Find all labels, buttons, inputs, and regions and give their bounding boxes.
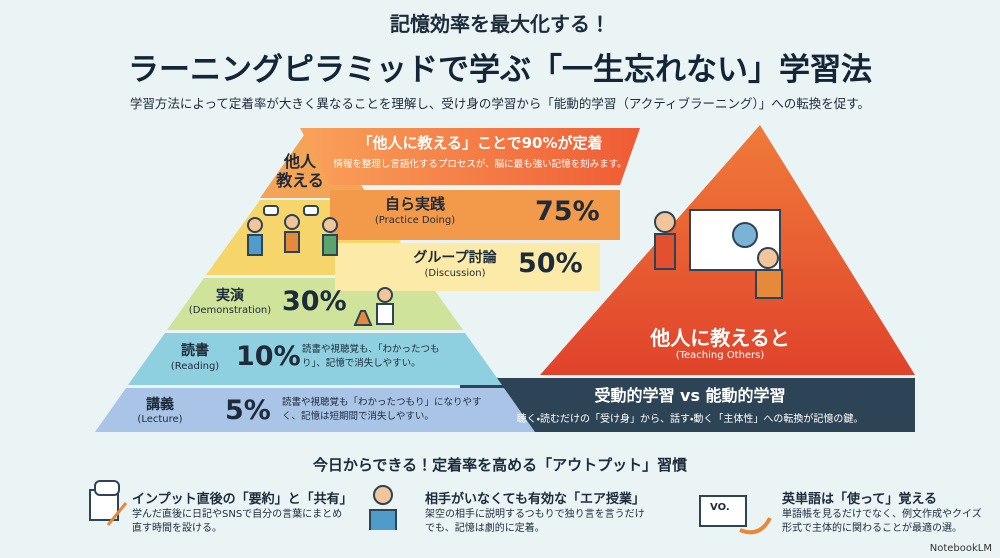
habit-title: 相手がいなくても有効な「エア授業」 bbox=[425, 492, 645, 507]
habit-detail: 架空の相手に説明するつもりで独り言を言うだけでも、記憶は劇的に定着。 bbox=[425, 509, 645, 534]
level-rate: 5% bbox=[225, 395, 271, 426]
discussion-banner bbox=[335, 243, 600, 291]
level-band bbox=[128, 333, 502, 385]
level-note: 読書や視聴覚も、「わかったつもり」、記憶で消失しやすい。 bbox=[302, 344, 440, 369]
habit-detail: 単語帳を見るだけでなく、例文作成やクイズ形式で主体的に関わることが最適の選。 bbox=[782, 509, 982, 534]
teaching-illustration bbox=[654, 209, 783, 299]
level-rate: 75% bbox=[535, 196, 600, 227]
demo-illustration bbox=[353, 287, 394, 326]
habit-title: 英単語は「使って」覚える bbox=[782, 492, 937, 507]
top-banner bbox=[300, 128, 640, 185]
level-english: (Lecture) bbox=[137, 414, 183, 425]
habits-title: 今日からできる！定着率を高める「アウトプット」習慣 bbox=[312, 456, 688, 474]
level-name: グループ討論 bbox=[413, 250, 497, 266]
level-english: (Discussion) bbox=[424, 268, 486, 279]
brand: NotebookLM bbox=[929, 543, 992, 554]
contrast-band bbox=[460, 378, 915, 432]
contrast-title: 受動的学習 vs 能動的学習 bbox=[594, 386, 786, 405]
level-name: 自ら実践 bbox=[384, 195, 445, 213]
contrast-detail: 聴く・読むだけの「受け身」から、話す・動く「主体性」への転換が記憶の鍵。 bbox=[516, 414, 864, 425]
practice-banner bbox=[330, 190, 620, 240]
group-illustration bbox=[247, 205, 338, 256]
card-label: VO. bbox=[710, 502, 730, 513]
level-english: (Practice Doing) bbox=[374, 215, 456, 226]
level-note: 読書や視聴覚も「わかったつもり」になりやすく、記憶は短期間で消失しやすい。 bbox=[282, 397, 482, 422]
habit-icons bbox=[89, 480, 772, 535]
description: 学習方法によって定着率が大きく異なることを理解し、受け身の学習から「能動的学習（… bbox=[129, 96, 871, 111]
level-rate: 30% bbox=[282, 286, 347, 317]
level-name: 講義 bbox=[146, 397, 174, 413]
kicker: 記憶効率を最大化する！ bbox=[390, 12, 610, 36]
habit-detail: 学んだ直後に日記やSNSで自分の言葉にまとめ直す時間を設ける。 bbox=[132, 509, 343, 534]
level-rate: 50% bbox=[518, 248, 583, 279]
level-english: (Reading) bbox=[170, 361, 220, 372]
level-band bbox=[95, 388, 535, 432]
level-name: 実演 bbox=[216, 288, 244, 304]
top-detail: 情報を整理し言語化するプロセスが、脳に最も強い記憶を刻みます。 bbox=[333, 159, 627, 170]
level-name: 読書 bbox=[181, 343, 209, 359]
level-english: (Demonstration) bbox=[188, 305, 272, 316]
title: ラーニングピラミッドで学ぶ「一生忘れない」学習法 bbox=[128, 52, 872, 88]
habit-title: インプット直後の「要約」と「共有」 bbox=[132, 492, 353, 507]
level-rate: 10% bbox=[236, 341, 301, 372]
top-headline: 「他人に教える」ことで90%が定着 bbox=[357, 134, 603, 152]
level-label: 他人 教える bbox=[276, 152, 324, 190]
teaching-title: 他人に教えると bbox=[650, 326, 790, 350]
teaching-english: (Teaching Others) bbox=[675, 350, 765, 361]
